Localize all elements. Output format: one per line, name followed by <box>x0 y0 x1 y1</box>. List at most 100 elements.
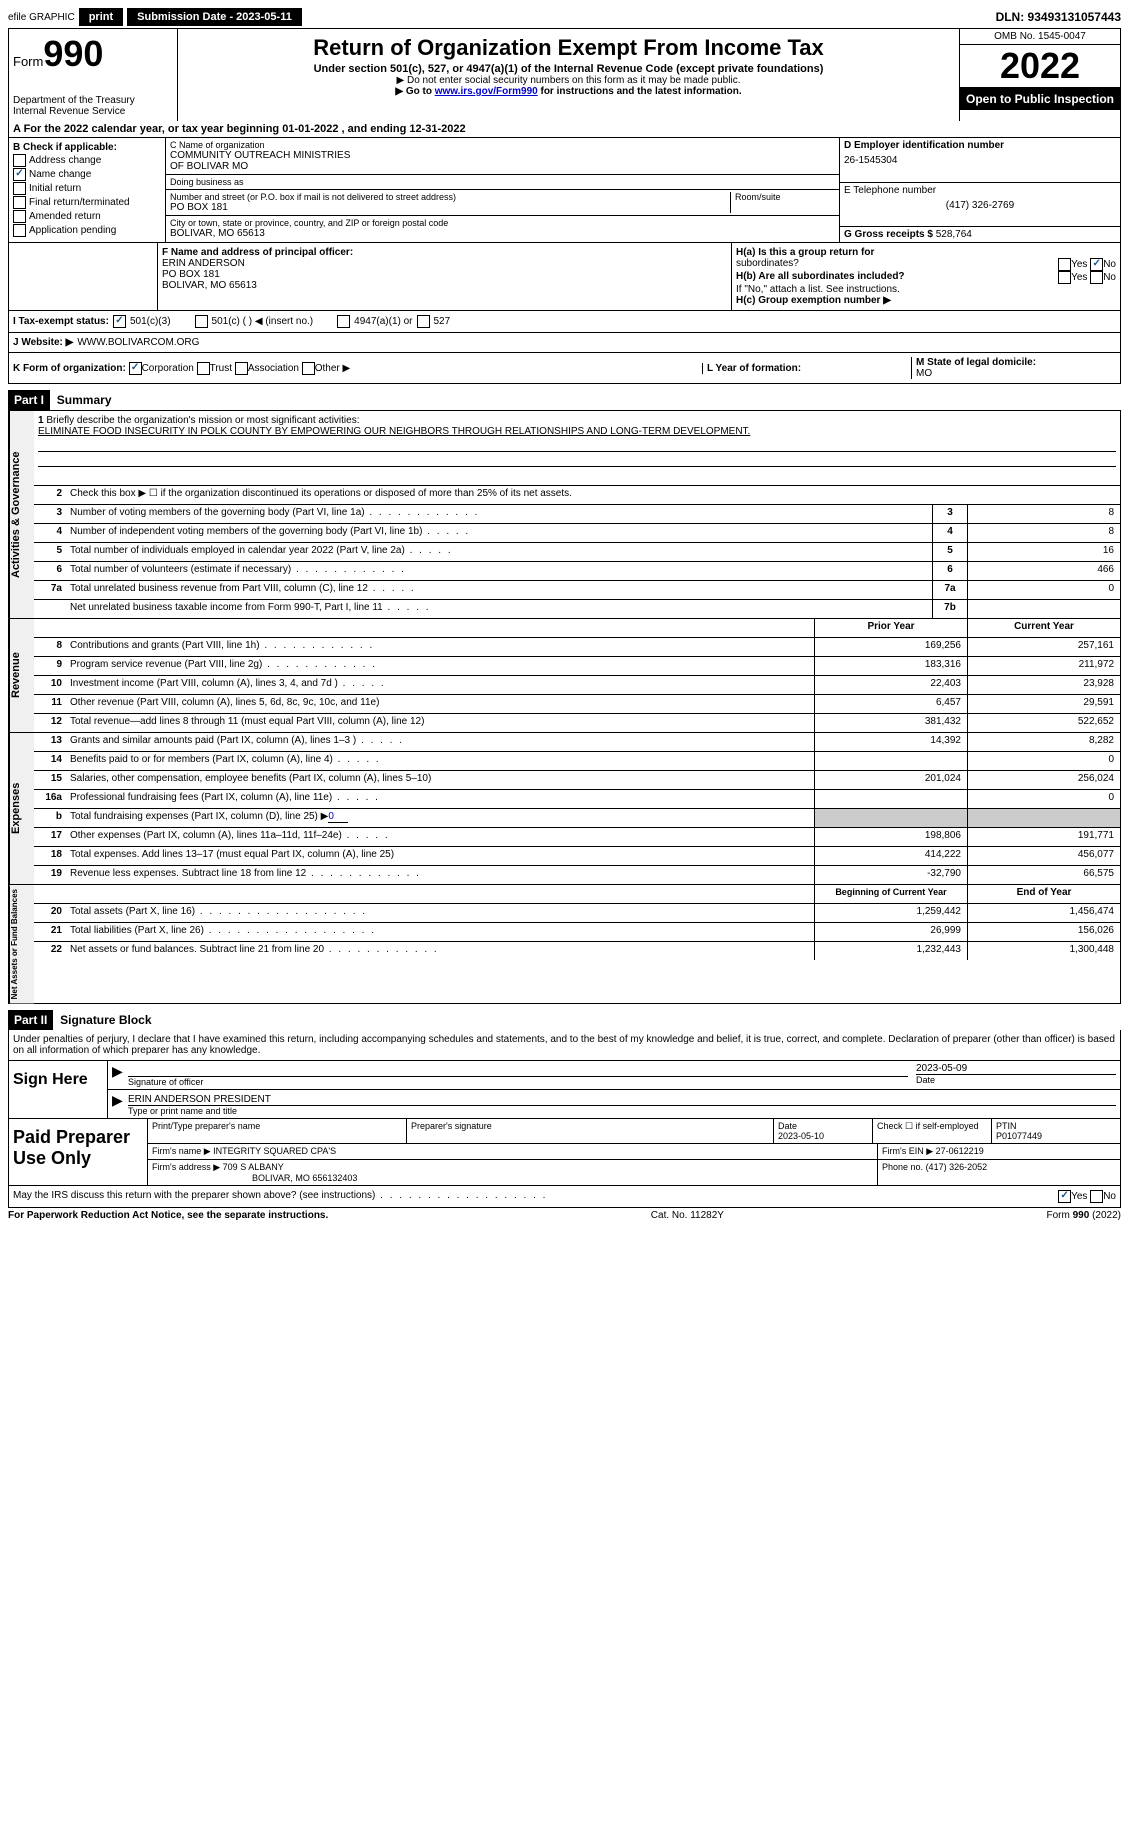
cb-ha-no[interactable] <box>1090 258 1103 271</box>
line5-val: 16 <box>967 543 1120 561</box>
netassets-block: Net Assets or Fund Balances Beginning of… <box>8 885 1121 1004</box>
cb-501c3[interactable] <box>113 315 126 328</box>
section-j: J Website: ▶ WWW.BOLIVARCOM.ORG <box>8 333 1121 353</box>
line19-desc: Revenue less expenses. Subtract line 18 … <box>66 866 814 884</box>
prep-date-value: 2023-05-10 <box>778 1131 824 1141</box>
line21-desc: Total liabilities (Part X, line 26) <box>66 923 814 941</box>
activities-block: Activities & Governance 1 Briefly descri… <box>8 410 1121 619</box>
cb-corporation[interactable] <box>129 362 142 375</box>
sig-name-value: ERIN ANDERSON PRESIDENT <box>128 1094 1116 1105</box>
cb-initial-return[interactable] <box>13 182 26 195</box>
vtab-netassets: Net Assets or Fund Balances <box>9 885 34 1003</box>
note-ssn: ▶ Do not enter social security numbers o… <box>182 75 955 86</box>
line7a-desc: Total unrelated business revenue from Pa… <box>66 581 932 599</box>
line12-desc: Total revenue—add lines 8 through 11 (mu… <box>66 714 814 732</box>
line6-desc: Total number of volunteers (estimate if … <box>66 562 932 580</box>
cb-501c[interactable] <box>195 315 208 328</box>
vtab-expenses: Expenses <box>9 733 34 884</box>
cb-4947[interactable] <box>337 315 350 328</box>
officer-name: ERIN ANDERSON <box>162 258 727 269</box>
top-bar: efile GRAPHIC print Submission Date - 20… <box>8 8 1121 26</box>
city-label: City or town, state or province, country… <box>170 218 835 228</box>
cb-name-change[interactable] <box>13 168 26 181</box>
address-value: PO BOX 181 <box>170 202 730 213</box>
line18-desc: Total expenses. Add lines 13–17 (must eq… <box>66 847 814 865</box>
cb-hb-yes[interactable] <box>1058 271 1071 284</box>
irs-link[interactable]: www.irs.gov/Form990 <box>435 86 538 97</box>
header-left: Form990 Department of the Treasury Inter… <box>9 29 178 121</box>
cb-hb-no[interactable] <box>1090 271 1103 284</box>
mission-text: ELIMINATE FOOD INSECURITY IN POLK COUNTY… <box>38 426 750 437</box>
footer-right: Form 990 (2022) <box>1047 1210 1121 1221</box>
section-a-tax-year: A For the 2022 calendar year, or tax yea… <box>8 121 1121 138</box>
end-year-header: End of Year <box>967 885 1120 903</box>
cb-discuss-yes[interactable] <box>1058 1190 1071 1203</box>
firm-name-value: INTEGRITY SQUARED CPA'S <box>213 1146 336 1156</box>
part2-header-row: Part II Signature Block <box>8 1004 1121 1030</box>
l-label: L Year of formation: <box>707 363 801 374</box>
hb-label: H(b) Are all subordinates included? <box>736 271 905 284</box>
cb-address-change[interactable] <box>13 154 26 167</box>
sig-officer-label: Signature of officer <box>128 1076 908 1087</box>
part1-title: Summary <box>57 393 112 407</box>
line7a-val: 0 <box>967 581 1120 599</box>
vtab-activities: Activities & Governance <box>9 411 34 618</box>
line16a-desc: Professional fundraising fees (Part IX, … <box>66 790 814 808</box>
room-suite-label: Room/suite <box>730 192 835 213</box>
prep-name-label: Print/Type preparer's name <box>148 1119 407 1143</box>
open-public-label: Open to Public Inspection <box>960 88 1120 110</box>
section-deg: D Employer identification number 26-1545… <box>839 138 1120 242</box>
print-button[interactable]: print <box>79 8 123 26</box>
line3-val: 8 <box>967 505 1120 523</box>
officer-addr2: BOLIVAR, MO 65613 <box>162 280 727 291</box>
sign-here-block: Sign Here ▶ Signature of officer 2023-05… <box>9 1060 1120 1118</box>
preparer-block: Paid Preparer Use Only Print/Type prepar… <box>8 1119 1121 1186</box>
line9-desc: Program service revenue (Part VIII, line… <box>66 657 814 675</box>
cb-application-pending[interactable] <box>13 224 26 237</box>
arrow-icon: ▶ <box>112 1063 128 1087</box>
tax-year: 2022 <box>960 45 1120 88</box>
sig-name-label: Type or print name and title <box>128 1105 1116 1116</box>
section-f: F Name and address of principal officer:… <box>158 243 732 310</box>
prep-sig-label: Preparer's signature <box>407 1119 774 1143</box>
cb-other[interactable] <box>302 362 315 375</box>
firm-addr1: 709 S ALBANY <box>223 1162 284 1172</box>
begin-year-header: Beginning of Current Year <box>814 885 967 903</box>
header-mid: Return of Organization Exempt From Incom… <box>178 29 959 121</box>
line14-desc: Benefits paid to or for members (Part IX… <box>66 752 814 770</box>
line4-val: 8 <box>967 524 1120 542</box>
line4-desc: Number of independent voting members of … <box>66 524 932 542</box>
cb-association[interactable] <box>235 362 248 375</box>
section-c: C Name of organization COMMUNITY OUTREAC… <box>166 138 839 242</box>
line20-desc: Total assets (Part X, line 16) <box>66 904 814 922</box>
form-label: Form <box>13 54 43 69</box>
form-subtitle: Under section 501(c), 527, or 4947(a)(1)… <box>182 63 955 75</box>
sign-here-label: Sign Here <box>9 1061 108 1118</box>
line10-desc: Investment income (Part VIII, column (A)… <box>66 676 814 694</box>
dln-label: DLN: 93493131057443 <box>996 10 1121 24</box>
line17-desc: Other expenses (Part IX, column (A), lin… <box>66 828 814 846</box>
line7b-desc: Net unrelated business taxable income fr… <box>66 600 932 618</box>
line15-desc: Salaries, other compensation, employee b… <box>66 771 814 789</box>
cb-ha-yes[interactable] <box>1058 258 1071 271</box>
ein-value: 26-1545304 <box>844 155 1116 166</box>
website-label: J Website: ▶ <box>13 337 73 348</box>
firm-phone: (417) 326-2052 <box>926 1162 988 1172</box>
firm-addr2: BOLIVAR, MO 656132403 <box>252 1173 357 1183</box>
note-goto-post: for instructions and the latest informat… <box>538 86 742 97</box>
ein-label: D Employer identification number <box>844 140 1116 151</box>
f-left-spacer <box>9 243 158 310</box>
expenses-block: Expenses 13Grants and similar amounts pa… <box>8 733 1121 885</box>
cb-trust[interactable] <box>197 362 210 375</box>
cb-final-return[interactable] <box>13 196 26 209</box>
form-number: 990 <box>43 33 103 74</box>
sig-date-value: 2023-05-09 <box>916 1063 1116 1074</box>
omb-number: OMB No. 1545-0047 <box>960 29 1120 45</box>
cb-527[interactable] <box>417 315 430 328</box>
cb-discuss-no[interactable] <box>1090 1190 1103 1203</box>
line5-desc: Total number of individuals employed in … <box>66 543 932 561</box>
cb-amended-return[interactable] <box>13 210 26 223</box>
sig-declaration: Under penalties of perjury, I declare th… <box>9 1030 1120 1060</box>
website-value: WWW.BOLIVARCOM.ORG <box>77 337 199 348</box>
phone-label: E Telephone number <box>844 185 1116 196</box>
